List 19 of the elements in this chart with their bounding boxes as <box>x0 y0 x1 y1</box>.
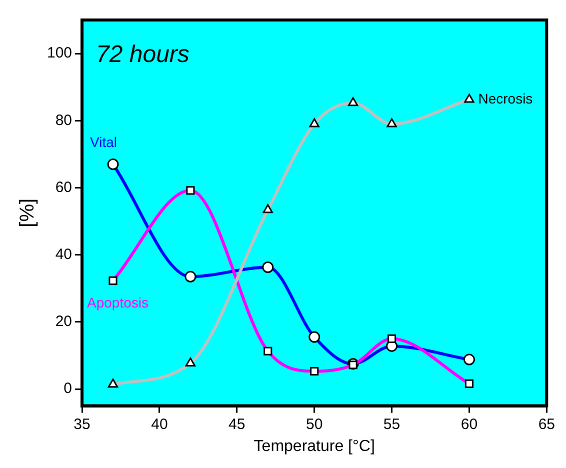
y-tick-label: 0 <box>64 380 72 398</box>
y-tick-label: 80 <box>55 112 72 129</box>
x-tick-label: 65 <box>538 416 555 433</box>
x-tick-label: 45 <box>228 416 246 433</box>
y-tick-label: 20 <box>55 313 72 330</box>
y-tick-label: 60 <box>55 178 72 196</box>
series-label: Vital <box>90 134 117 150</box>
y-axis-title: [%] <box>16 198 39 228</box>
y-tick-label: 100 <box>46 44 72 62</box>
y-tick-label: 40 <box>55 246 72 263</box>
x-tick-label: 55 <box>383 416 400 433</box>
x-tick-label: 40 <box>151 416 168 433</box>
series-label: Apoptosis <box>87 294 148 311</box>
text: 72 hours <box>96 41 190 68</box>
series-label: Necrosis <box>478 90 533 106</box>
x-axis-title: Temperature [°C] <box>254 438 375 455</box>
x-tick-label: 60 <box>460 416 478 433</box>
x-tick-label: 35 <box>74 416 90 433</box>
x-tick-label: 50 <box>306 416 323 433</box>
